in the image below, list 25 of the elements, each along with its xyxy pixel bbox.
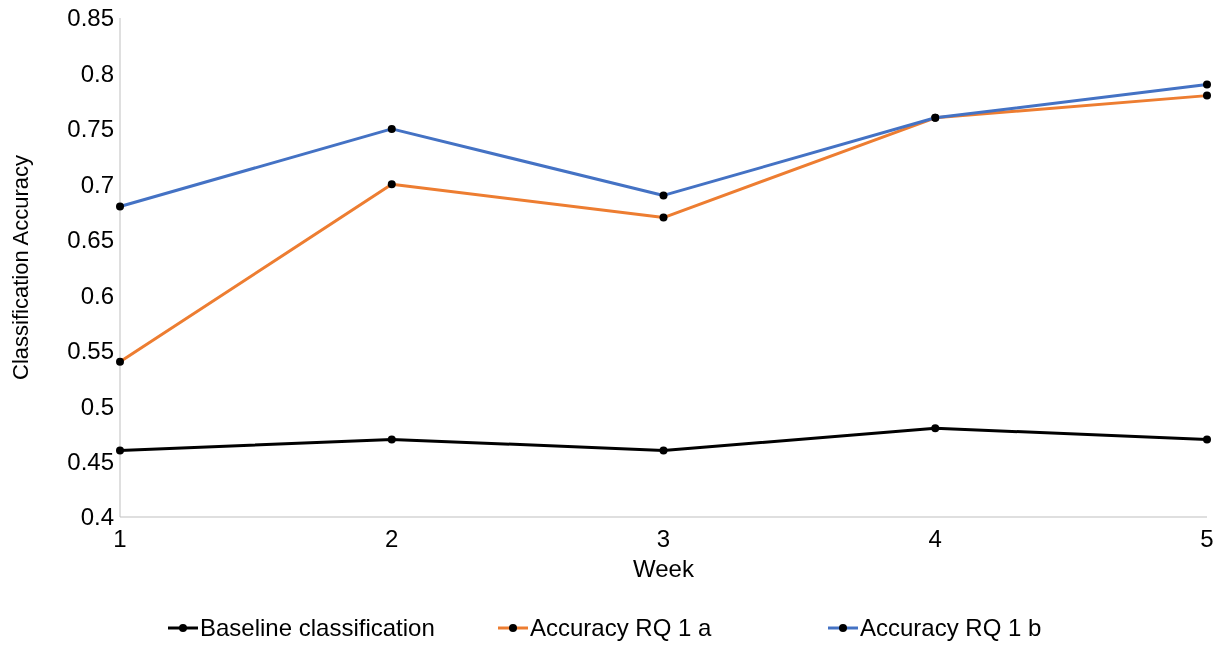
x-tick-label: 4 [928, 525, 942, 552]
point [931, 424, 940, 433]
x-tick-label: 1 [113, 525, 127, 552]
y-tick-label: 0.4 [80, 503, 114, 531]
y-tick-label: 0.55 [67, 337, 114, 365]
point [659, 446, 668, 455]
y-axis-title: Classification Accuracy [8, 155, 33, 380]
y-tick-label: 0.45 [67, 447, 114, 475]
point [387, 435, 396, 444]
legend-label: Baseline classification [200, 614, 435, 642]
y-tick-label: 0.75 [67, 115, 114, 143]
x-tick-label: 5 [1200, 525, 1214, 552]
x-tick-label: 2 [385, 525, 399, 552]
legend-label: Accuracy RQ 1 a [530, 614, 713, 642]
x-tick-label: 3 [656, 525, 671, 552]
legend-label: Accuracy RQ 1 b [860, 614, 1042, 642]
y-tick-label: 0.85 [67, 4, 114, 32]
point [1203, 435, 1211, 444]
y-tick-label: 0.8 [80, 59, 114, 87]
y-tick-label: 0.7 [80, 170, 114, 198]
y-tick-label: 0.65 [67, 226, 114, 254]
y-tick-label: 0.5 [80, 392, 114, 420]
x-axis-title: Week [633, 555, 695, 582]
y-tick-label: 0.6 [80, 281, 114, 309]
point [116, 446, 124, 455]
